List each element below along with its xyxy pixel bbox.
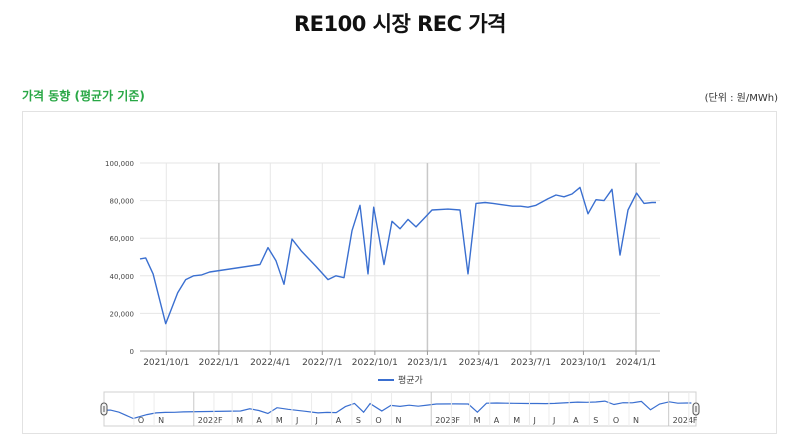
x-tick-label: 2023/7/1 xyxy=(511,358,551,368)
navigator-label: J xyxy=(552,416,555,425)
navigator-label: J xyxy=(295,416,298,425)
x-tick-label: 2023/10/1 xyxy=(560,358,606,368)
y-tick-label: 20,000 xyxy=(110,310,135,318)
navigator-label: O xyxy=(613,416,619,425)
x-tick-label: 2023/1/1 xyxy=(407,358,447,368)
navigator-series-line xyxy=(103,400,692,420)
navigator-label: M xyxy=(236,416,243,425)
y-tick-label: 0 xyxy=(130,348,134,356)
navigator-label: 2024 xyxy=(673,416,693,425)
navigator-label: F xyxy=(693,416,698,425)
series-layer xyxy=(139,186,656,325)
x-tick-label: 2022/4/1 xyxy=(250,358,290,368)
navigator-label: J xyxy=(315,416,318,425)
axes: 0 20,000 40,000 60,000 80,000 100,000 2021/10/… xyxy=(105,160,660,368)
range-navigator[interactable]: O N 2022 F M A M J J A S O N 2023 F M A M J J A S O N 2024 F xyxy=(100,391,700,427)
legend-label[interactable]: 평균가 xyxy=(398,375,423,386)
navigator-label: O xyxy=(138,416,144,425)
navigator-label: J xyxy=(532,416,535,425)
x-tick-label: 2023/4/1 xyxy=(459,358,499,368)
x-tick-label: 2024/1/1 xyxy=(616,358,656,368)
section-title: 가격 동향 (평균가 기준) xyxy=(22,89,145,103)
navigator-label: A xyxy=(573,416,579,425)
navigator-label: S xyxy=(356,416,361,425)
y-tick-label: 40,000 xyxy=(110,273,135,281)
navigator-label: O xyxy=(375,416,381,425)
navigator-label: N xyxy=(158,416,164,425)
legend[interactable]: 평균가 xyxy=(378,375,423,386)
navigator-label: A xyxy=(494,416,500,425)
navigator-label: A xyxy=(336,416,342,425)
y-tick-label: 60,000 xyxy=(110,235,135,243)
navigator-label: S xyxy=(593,416,598,425)
navigator-label: F xyxy=(218,416,223,425)
page-title: RE100 시장 REC 가격 xyxy=(294,12,507,36)
x-tick-label: 2021/10/1 xyxy=(143,358,189,368)
series-line-평균가[interactable] xyxy=(139,186,656,325)
navigator-label: M xyxy=(513,416,520,425)
navigator-label: 2022 xyxy=(198,416,218,425)
x-tick-label: 2022/1/1 xyxy=(199,358,239,368)
navigator-label: N xyxy=(633,416,639,425)
navigator-label: N xyxy=(396,416,402,425)
x-tick-label: 2022/10/1 xyxy=(352,358,398,368)
y-tick-label: 80,000 xyxy=(110,198,135,206)
x-tick-label: 2022/7/1 xyxy=(302,358,342,368)
unit-label: (단위 : 원/MWh) xyxy=(704,93,778,104)
grid-lines xyxy=(140,162,660,352)
navigator-label: M xyxy=(474,416,481,425)
navigator-label: 2023 xyxy=(435,416,455,425)
navigator-label: A xyxy=(256,416,262,425)
chart-panel xyxy=(22,111,777,434)
y-tick-label: 100,000 xyxy=(105,160,134,168)
navigator-label: M xyxy=(276,416,283,425)
navigator-label: F xyxy=(455,416,460,425)
